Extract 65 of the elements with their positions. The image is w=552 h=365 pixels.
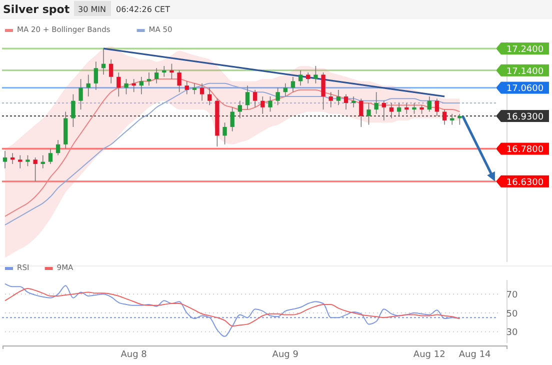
candlestick xyxy=(109,59,114,84)
candlestick xyxy=(2,150,8,169)
candlestick xyxy=(276,87,280,106)
candlestick xyxy=(434,98,440,116)
candlestick xyxy=(222,122,227,145)
x-tick-label: Aug 8 xyxy=(120,350,148,360)
candlestick xyxy=(245,85,250,110)
candlestick xyxy=(18,154,22,169)
ref-line-label: 16.9300 xyxy=(506,112,544,123)
ref-line-label: 16.6300 xyxy=(506,178,544,188)
candlestick xyxy=(442,109,447,126)
candlestick xyxy=(208,87,212,106)
candlestick xyxy=(230,106,234,132)
candlestick xyxy=(298,70,303,86)
candlestick xyxy=(328,92,333,108)
ref-line-label: 17.2400 xyxy=(506,45,544,56)
candlestick xyxy=(427,96,432,112)
candlestick xyxy=(374,92,378,114)
candlestick xyxy=(382,100,386,121)
candlestick xyxy=(359,98,364,128)
candlestick xyxy=(366,102,371,126)
candlestick xyxy=(33,157,38,182)
chart-subtitle: 30 MIN xyxy=(78,5,106,14)
candlestick xyxy=(238,100,242,119)
candlestick xyxy=(336,90,341,106)
ref-line-label: 17.1400 xyxy=(506,66,544,77)
candlestick xyxy=(450,113,454,126)
y-tick-label: 30 xyxy=(506,328,518,338)
ref-line-label: 16.7800 xyxy=(506,145,544,156)
ref-line-label: 17.0600 xyxy=(506,84,544,94)
candlestick xyxy=(412,102,416,114)
candlestick xyxy=(458,113,462,126)
y-tick-label: 50 xyxy=(506,309,518,320)
candlestick xyxy=(124,78,128,95)
candlestick xyxy=(26,154,30,167)
x-tick-label: Aug 9 xyxy=(272,350,299,360)
candlestick xyxy=(56,140,60,156)
candlestick xyxy=(71,94,76,128)
candlestick xyxy=(132,78,136,92)
x-tick-label: Aug 14 xyxy=(458,350,492,360)
candlestick xyxy=(78,78,83,110)
candlestick xyxy=(306,72,310,84)
candlestick xyxy=(94,61,98,90)
candlestick xyxy=(260,96,265,114)
line-series xyxy=(4,288,460,327)
candlestick xyxy=(192,82,197,95)
candlestick xyxy=(268,96,272,112)
candlestick xyxy=(321,72,326,110)
text: 06:42:26 CET xyxy=(116,5,170,14)
candlestick xyxy=(184,80,189,95)
candlestick xyxy=(139,76,144,95)
y-tick-label: 70 xyxy=(506,290,518,301)
chart-title: Silver spot xyxy=(3,3,70,16)
candlestick xyxy=(344,94,348,110)
candlestick xyxy=(290,76,296,92)
candlestick xyxy=(200,82,204,102)
candlestick xyxy=(314,66,318,84)
candlestick xyxy=(170,63,174,80)
candlestick xyxy=(154,68,159,84)
x-tick-label: Aug 12 xyxy=(413,350,446,360)
candlestick xyxy=(283,82,288,97)
candlestick xyxy=(48,148,53,164)
candlestick xyxy=(177,70,182,92)
candlestick xyxy=(252,90,258,108)
candlestick xyxy=(116,72,121,97)
